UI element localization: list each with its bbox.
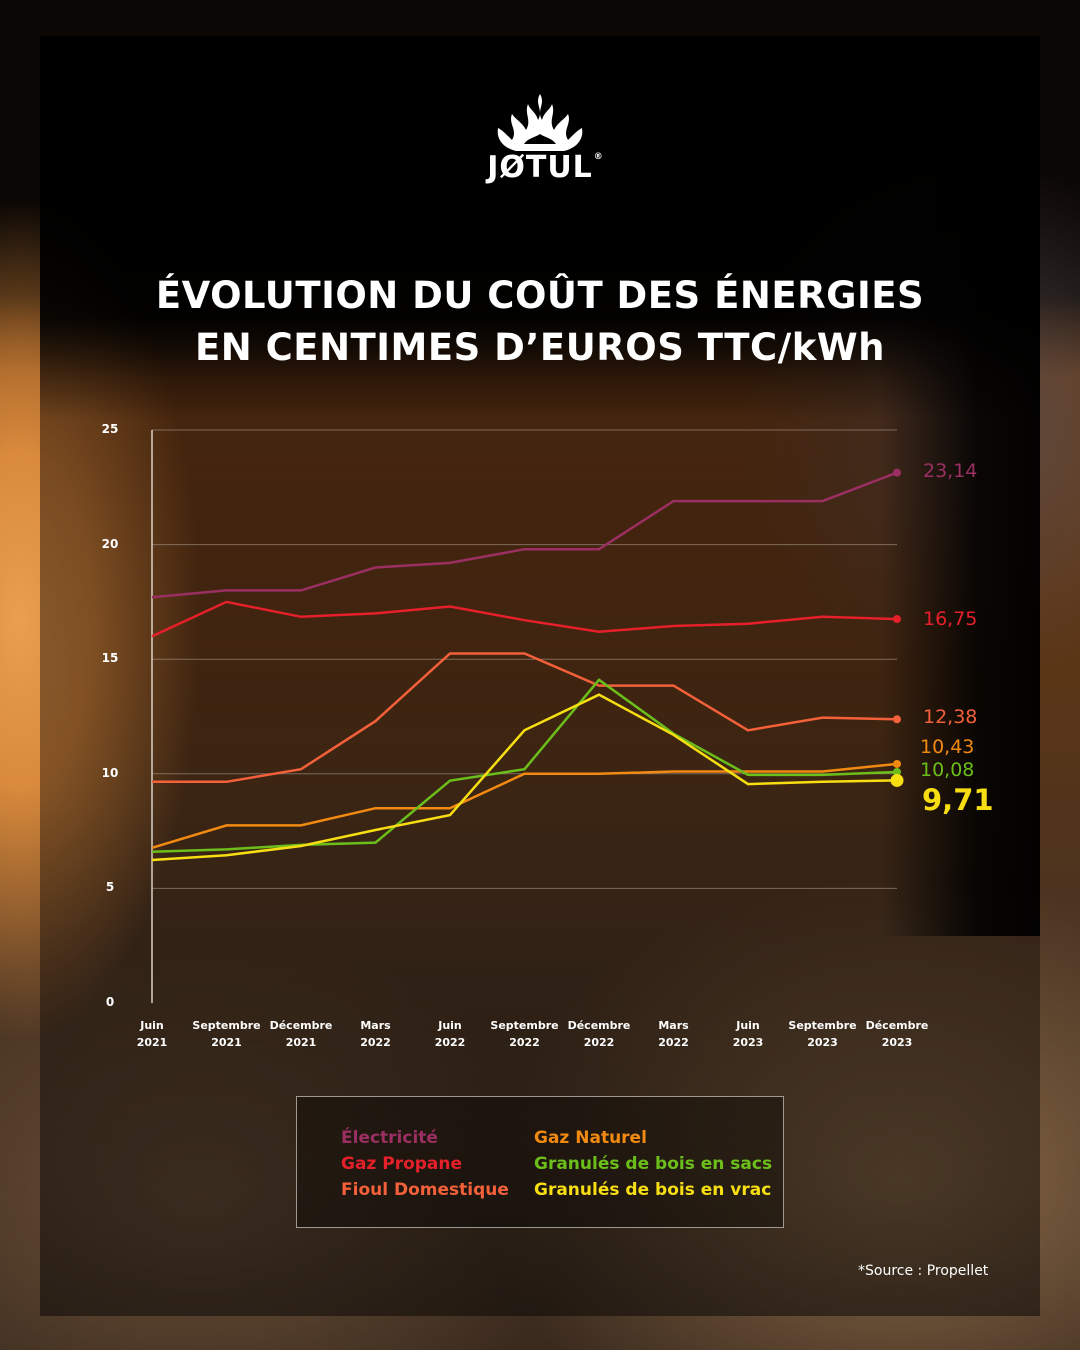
title-line-1: ÉVOLUTION DU COÛT DES ÉNERGIES [155, 274, 925, 317]
x-tick-label: Septembre 2021 [192, 1019, 261, 1049]
x-tick-label: Mars 2022 [658, 1019, 689, 1049]
end-label-granules-vrac: 9,71 [922, 783, 994, 817]
y-tick-label: 0 [105, 995, 115, 1009]
registered-mark: ® [593, 152, 604, 162]
overlay-right-fade [880, 36, 1040, 936]
x-tick-label: Septembre 2023 [788, 1019, 857, 1049]
legend-item-electricite: Électricité [341, 1128, 438, 1148]
x-tick-label: Juin 2022 [434, 1019, 466, 1049]
legend-item-gaz-naturel: Gaz Naturel [534, 1128, 647, 1148]
end-label-granules-sacs: 10,08 [920, 759, 975, 781]
brand-name: JØTUL [487, 150, 593, 185]
x-tick-label: Décembre 2023 [865, 1019, 929, 1049]
x-tick-label: Juin 2021 [136, 1019, 168, 1049]
end-label-gaz-naturel: 10,43 [920, 736, 975, 758]
y-tick-label: 15 [101, 651, 119, 666]
brand-logo: JØTUL ® [470, 94, 610, 194]
y-tick-label: 5 [105, 880, 115, 895]
end-label-electricite: 23,14 [923, 460, 978, 482]
y-tick-label: 10 [101, 765, 119, 780]
legend-column-left: Électricité Gaz Propane Fioul Domestique [341, 1125, 509, 1203]
chart-title: ÉVOLUTION DU COÛT DES ÉNERGIES EN CENTIM… [0, 270, 1080, 374]
flame-icon [497, 94, 583, 151]
source-note: *Source : Propellet [858, 1263, 989, 1279]
end-label-fioul-domestique: 12,38 [923, 706, 978, 728]
legend-item-granules-sacs: Granulés de bois en sacs [534, 1154, 773, 1174]
x-tick-label: Juin 2023 [732, 1019, 764, 1049]
x-tick-label: Décembre 2022 [567, 1019, 631, 1049]
chart-legend: Électricité Gaz Propane Fioul Domestique… [296, 1096, 784, 1228]
legend-column-right: Gaz Naturel Granulés de bois en sacs Gra… [534, 1125, 772, 1203]
y-tick-label: 20 [101, 536, 119, 551]
legend-item-gaz-propane: Gaz Propane [341, 1154, 463, 1174]
x-tick-label: Décembre 2021 [269, 1019, 333, 1049]
legend-item-granules-vrac: Granulés de bois en vrac [534, 1180, 772, 1200]
end-label-gaz-propane: 16,75 [923, 608, 978, 630]
legend-item-fioul-domestique: Fioul Domestique [341, 1180, 509, 1200]
title-line-2: EN CENTIMES D’EUROS TTC/kWh [195, 326, 885, 369]
x-tick-label: Mars 2022 [360, 1019, 391, 1049]
x-tick-label: Septembre 2022 [490, 1019, 559, 1049]
y-tick-label: 25 [101, 422, 119, 436]
brand-wordmark: JØTUL ® [470, 150, 610, 185]
